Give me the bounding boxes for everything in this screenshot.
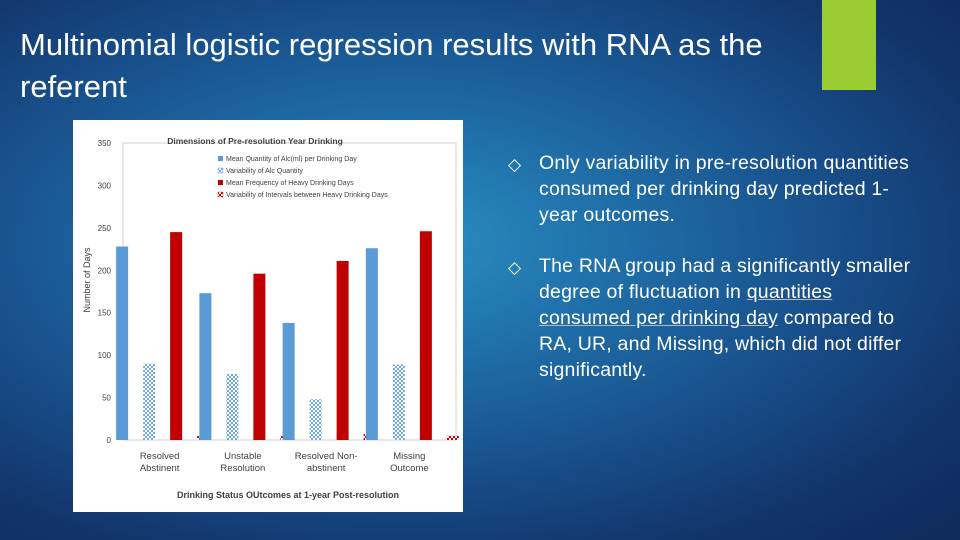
bullet-item: ◇ The RNA group had a significantly smal… bbox=[508, 253, 918, 383]
x-tick-label: Abstinent bbox=[140, 463, 180, 474]
bar bbox=[253, 273, 266, 440]
bullet-list: ◇ Only variability in pre-resolution qua… bbox=[508, 150, 918, 408]
y-tick-label: 0 bbox=[107, 436, 112, 445]
bullet-highlight-text: quantities consumed per drinking day bbox=[539, 281, 833, 329]
y-tick-label: 250 bbox=[98, 224, 112, 233]
bullet-text: The RNA group had a significantly smalle… bbox=[539, 255, 911, 303]
bullet-item: ◇ Only variability in pre-resolution qua… bbox=[508, 150, 918, 228]
y-tick-label: 300 bbox=[98, 181, 112, 190]
bar bbox=[392, 364, 405, 440]
x-tick-label: Resolved bbox=[140, 451, 180, 462]
y-tick-label: 200 bbox=[98, 266, 112, 275]
y-tick-label: 50 bbox=[102, 394, 111, 403]
x-tick-label: Missing bbox=[393, 451, 425, 462]
y-tick-label: 100 bbox=[98, 351, 112, 360]
y-tick-label: 350 bbox=[98, 139, 112, 148]
bar bbox=[143, 363, 156, 440]
hollow-diamond-icon: ◇ bbox=[508, 258, 522, 278]
legend-swatch bbox=[217, 191, 224, 198]
bar bbox=[116, 246, 129, 440]
x-axis-label: Drinking Status OUtcomes at 1-year Post-… bbox=[177, 490, 399, 500]
bar bbox=[199, 293, 212, 440]
bullet-text: Only variability in pre-resolution quant… bbox=[539, 152, 909, 226]
bar bbox=[336, 260, 349, 440]
legend-swatch bbox=[218, 156, 223, 161]
legend-label: Mean Frequency of Heavy Drinking Days bbox=[226, 180, 354, 187]
legend-label: Mean Quantity of Alc(ml) per Drinking Da… bbox=[226, 156, 357, 163]
x-tick-label: Resolution bbox=[220, 463, 265, 474]
chart-title: Dimensions of Pre-resolution Year Drinki… bbox=[167, 136, 343, 146]
legend-swatch bbox=[217, 167, 224, 174]
accent-bar bbox=[822, 0, 876, 90]
y-tick-label: 150 bbox=[98, 309, 112, 318]
legend-swatch bbox=[218, 180, 223, 185]
bar bbox=[365, 248, 378, 440]
legend-label: Variability of Intervals between Heavy D… bbox=[226, 192, 388, 199]
bar bbox=[226, 373, 239, 440]
bullet-text: compared to RA, UR, and Missing, which d… bbox=[539, 307, 902, 381]
bar bbox=[446, 435, 459, 440]
bar bbox=[419, 231, 432, 440]
bar bbox=[170, 232, 183, 440]
chart-panel: 0 50 100 150 200 250 300 350 Resolved Abstinent U… bbox=[73, 120, 463, 512]
hollow-diamond-icon: ◇ bbox=[508, 155, 522, 175]
x-tick-label: Unstable bbox=[224, 451, 262, 462]
x-tick-label: Resolved Non- bbox=[295, 451, 358, 462]
y-axis-label: Number of Days bbox=[82, 247, 92, 313]
bar bbox=[282, 322, 295, 440]
bar bbox=[309, 399, 322, 440]
legend-label: Variability of Alc Quantity bbox=[226, 168, 303, 175]
x-tick-label: Outcome bbox=[390, 463, 429, 474]
x-tick-label: abstinent bbox=[307, 463, 346, 474]
slide-title: Multinomial logistic regression results … bbox=[20, 27, 763, 104]
